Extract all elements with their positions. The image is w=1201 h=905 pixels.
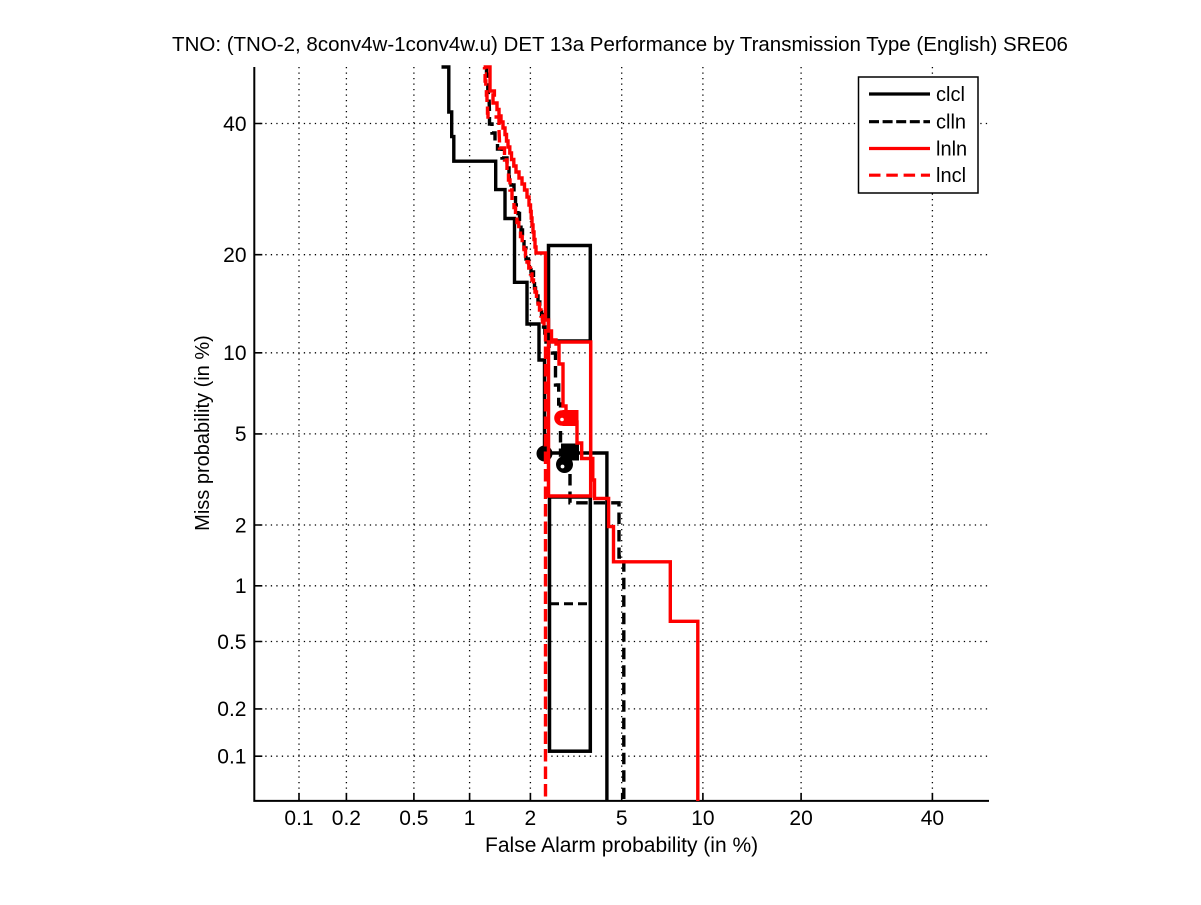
- svg-text:0.5: 0.5: [217, 631, 246, 654]
- svg-text:0.5: 0.5: [399, 807, 428, 830]
- svg-text:2: 2: [525, 807, 537, 830]
- svg-text:5: 5: [616, 807, 628, 830]
- svg-text:0.1: 0.1: [284, 807, 313, 830]
- svg-text:lncl: lncl: [936, 165, 966, 187]
- svg-text:1: 1: [235, 575, 247, 598]
- svg-text:5: 5: [235, 423, 247, 446]
- svg-text:clln: clln: [936, 112, 966, 134]
- svg-text:20: 20: [223, 244, 246, 267]
- svg-text:lnln: lnln: [936, 139, 967, 161]
- svg-text:1: 1: [464, 807, 476, 830]
- svg-text:clcl: clcl: [936, 84, 965, 106]
- svg-text:0.2: 0.2: [217, 698, 246, 721]
- svg-text:TNO: (TNO-2, 8conv4w-1conv4w.u: TNO: (TNO-2, 8conv4w-1conv4w.u) DET 13a …: [172, 33, 1068, 56]
- svg-text:Miss probability (in %): Miss probability (in %): [192, 335, 214, 531]
- svg-text:10: 10: [691, 807, 714, 830]
- svg-text:40: 40: [223, 113, 246, 136]
- svg-text:40: 40: [921, 807, 944, 830]
- svg-text:20: 20: [789, 807, 812, 830]
- svg-text:0.1: 0.1: [217, 746, 246, 769]
- svg-text:10: 10: [223, 342, 246, 365]
- svg-text:2: 2: [235, 514, 247, 537]
- svg-text:0.2: 0.2: [332, 807, 361, 830]
- svg-text:False Alarm probability (in %): False Alarm probability (in %): [485, 834, 758, 857]
